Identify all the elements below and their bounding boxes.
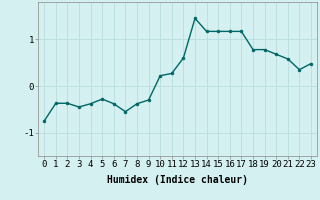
- X-axis label: Humidex (Indice chaleur): Humidex (Indice chaleur): [107, 175, 248, 185]
